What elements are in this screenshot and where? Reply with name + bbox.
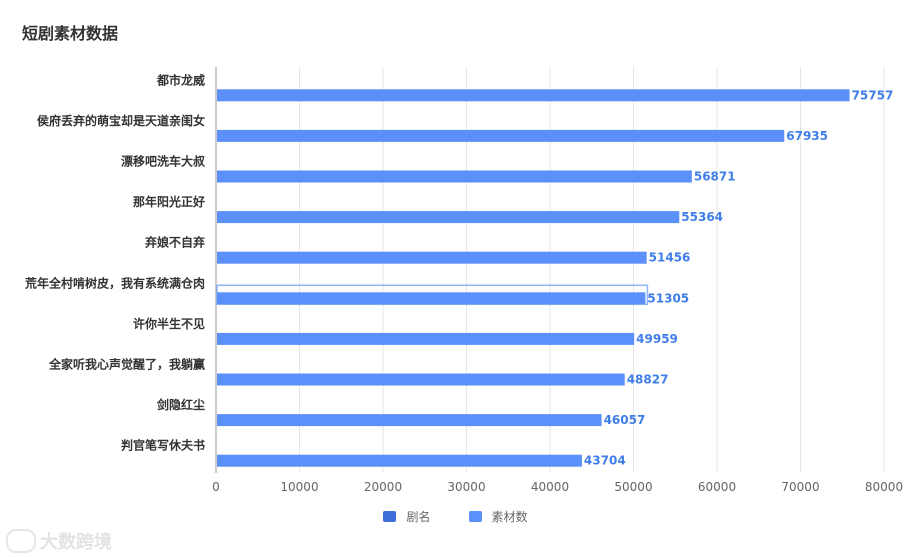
x-tick-label: 10000 [280, 480, 318, 494]
watermark-logo-icon [6, 529, 36, 553]
bar[interactable] [217, 211, 680, 224]
category-label: 都市龙威 [156, 72, 205, 87]
category-labels: 都市龙威侯府丢弃的萌宝却是天道亲闺女漂移吧洗车大叔那年阳光正好弃娘不自弃荒年全村… [24, 72, 206, 452]
value-label: 43704 [584, 454, 626, 468]
category-label: 那年阳光正好 [133, 194, 205, 209]
category-label: 荒年全村啃树皮，我有系统满仓肉 [24, 275, 205, 290]
x-tick-label: 60000 [698, 480, 736, 494]
category-label: 全家听我心声觉醒了，我躺赢 [48, 357, 205, 372]
value-label: 55364 [681, 210, 723, 224]
x-tick-label: 20000 [364, 480, 402, 494]
bar-chart: 都市龙威侯府丢弃的萌宝却是天道亲闺女漂移吧洗车大叔那年阳光正好弃娘不自弃荒年全村… [24, 67, 903, 494]
x-tick-label: 50000 [614, 480, 652, 494]
legend-label-count: 素材数 [491, 510, 528, 524]
legend: 剧名 素材数 [0, 508, 911, 525]
watermark: 大数跨境 [6, 528, 112, 554]
value-label: 67935 [786, 129, 828, 143]
bar[interactable] [217, 332, 635, 345]
category-label: 漂移吧洗车大叔 [121, 154, 206, 169]
category-label: 许你半生不见 [133, 316, 205, 331]
bar[interactable] [217, 251, 647, 264]
category-label: 侯府丢弃的萌宝却是天道亲闺女 [37, 113, 205, 128]
bar[interactable] [217, 89, 850, 102]
legend-label-title: 剧名 [406, 510, 431, 524]
value-label: 51305 [647, 291, 689, 305]
legend-swatch-title [383, 511, 397, 522]
chart-title: 短剧素材数据 [22, 24, 119, 43]
bar[interactable] [217, 129, 785, 142]
bar[interactable] [217, 454, 582, 467]
watermark-text: 大数跨境 [40, 532, 112, 553]
bar[interactable] [217, 414, 602, 427]
x-tick-label: 40000 [531, 480, 569, 494]
category-label: 判官笔写休夫书 [121, 438, 205, 453]
legend-swatch-count [468, 511, 482, 522]
legend-item-count[interactable]: 素材数 [468, 508, 528, 525]
value-label: 56871 [694, 170, 736, 184]
x-tick-label: 70000 [781, 480, 819, 494]
value-label: 48827 [627, 373, 669, 387]
bars [216, 89, 850, 467]
category-label: 剑隐红尘 [156, 397, 205, 412]
x-tick-label: 80000 [865, 480, 903, 494]
value-labels: 75757 67935 56871 55364 51456 51305 49959 48827… [584, 88, 893, 467]
bar[interactable] [217, 373, 625, 386]
bar[interactable] [217, 292, 646, 305]
value-label: 51456 [649, 251, 691, 265]
category-label: 弃娘不自弃 [145, 235, 205, 250]
x-tick-label: 30000 [447, 480, 485, 494]
x-tick-label: 0 [212, 480, 220, 494]
bar[interactable] [217, 170, 692, 183]
grid-lines [215, 67, 885, 473]
value-label: 49959 [636, 332, 678, 346]
legend-item-title[interactable]: 剧名 [383, 508, 431, 525]
x-axis-ticks: 0 10000 20000 30000 40000 50000 60000 70000 8000… [212, 480, 903, 494]
value-label: 46057 [604, 413, 646, 427]
value-label: 75757 [852, 88, 894, 102]
